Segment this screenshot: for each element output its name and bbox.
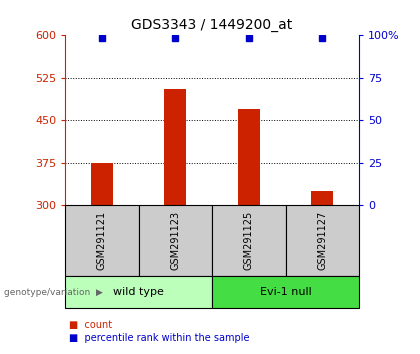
Text: Evi-1 null: Evi-1 null	[260, 287, 312, 297]
Title: GDS3343 / 1449200_at: GDS3343 / 1449200_at	[131, 18, 293, 32]
Text: GSM291123: GSM291123	[171, 211, 180, 270]
Text: ■  count: ■ count	[69, 320, 113, 330]
Bar	[212, 276, 359, 308]
Bar	[91, 163, 113, 205]
Text: GSM291125: GSM291125	[244, 211, 254, 270]
Text: ■  percentile rank within the sample: ■ percentile rank within the sample	[69, 333, 250, 343]
Bar	[286, 205, 359, 276]
Bar	[139, 205, 212, 276]
Text: wild type: wild type	[113, 287, 164, 297]
Bar	[164, 89, 186, 205]
Bar	[65, 205, 139, 276]
Bar	[65, 276, 212, 308]
Text: genotype/variation  ▶: genotype/variation ▶	[4, 287, 103, 297]
Text: GSM291127: GSM291127	[318, 211, 327, 270]
Bar	[238, 109, 260, 205]
Bar	[311, 191, 333, 205]
Bar	[212, 205, 286, 276]
Text: GSM291121: GSM291121	[97, 211, 107, 270]
